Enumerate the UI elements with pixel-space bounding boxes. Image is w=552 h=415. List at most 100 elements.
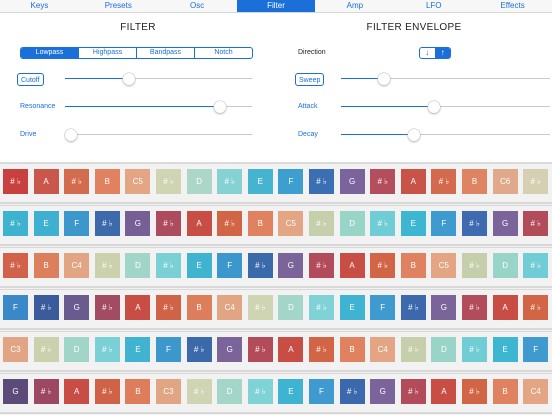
- note-key[interactable]: # ♭: [370, 211, 396, 236]
- note-key[interactable]: G: [125, 211, 151, 236]
- note-key[interactable]: D: [278, 295, 304, 320]
- note-key[interactable]: # ♭: [217, 169, 243, 194]
- note-key[interactable]: C5: [125, 169, 151, 194]
- note-key[interactable]: F: [309, 379, 334, 404]
- note-key[interactable]: E: [33, 211, 59, 236]
- note-key[interactable]: A: [33, 169, 59, 194]
- tab-filter[interactable]: Filter: [236, 0, 316, 12]
- note-key[interactable]: F: [370, 295, 396, 320]
- note-key[interactable]: D: [125, 253, 151, 278]
- note-key[interactable]: # ♭: [523, 169, 549, 194]
- note-key[interactable]: C4: [523, 379, 549, 404]
- note-key[interactable]: E: [339, 295, 365, 320]
- tab-osc[interactable]: Osc: [190, 1, 205, 10]
- direction-up-icon[interactable]: ↑: [434, 48, 450, 58]
- note-key[interactable]: # ♭: [523, 253, 549, 278]
- cutoff-slider[interactable]: [65, 73, 252, 85]
- note-key[interactable]: # ♭: [309, 253, 334, 278]
- note-key[interactable]: F: [431, 211, 457, 236]
- note-key[interactable]: G: [431, 295, 457, 320]
- note-key[interactable]: D: [217, 379, 243, 404]
- note-key[interactable]: B: [339, 337, 365, 362]
- note-key[interactable]: # ♭: [186, 379, 212, 404]
- note-key[interactable]: # ♭: [156, 253, 181, 278]
- note-key[interactable]: # ♭: [309, 169, 334, 194]
- direction-down-icon[interactable]: ↓: [425, 48, 430, 57]
- note-key[interactable]: # ♭: [431, 169, 457, 194]
- note-key[interactable]: G: [217, 337, 243, 362]
- note-key[interactable]: # ♭: [462, 379, 487, 404]
- note-key[interactable]: C3: [156, 379, 181, 404]
- note-key[interactable]: C4: [217, 295, 243, 320]
- note-key[interactable]: # ♭: [339, 379, 365, 404]
- note-key[interactable]: # ♭: [33, 337, 59, 362]
- note-key[interactable]: C4: [370, 337, 396, 362]
- note-key[interactable]: D: [492, 253, 518, 278]
- resonance-slider-thumb[interactable]: [213, 101, 226, 113]
- note-key[interactable]: G: [64, 295, 90, 320]
- note-key[interactable]: # ♭: [462, 295, 487, 320]
- note-key[interactable]: B: [400, 253, 426, 278]
- tab-amp[interactable]: Amp: [346, 1, 364, 10]
- note-key[interactable]: # ♭: [156, 169, 181, 194]
- note-key[interactable]: # ♭: [3, 253, 28, 278]
- note-key[interactable]: D: [64, 337, 90, 362]
- note-key[interactable]: # ♭: [370, 169, 396, 194]
- note-key[interactable]: # ♭: [309, 211, 334, 236]
- note-key[interactable]: # ♭: [3, 211, 28, 236]
- note-key[interactable]: C3: [3, 337, 28, 362]
- note-key[interactable]: # ♭: [400, 295, 426, 320]
- note-key[interactable]: G: [492, 211, 518, 236]
- note-key[interactable]: # ♭: [156, 211, 181, 236]
- note-key[interactable]: # ♭: [309, 337, 334, 362]
- note-key[interactable]: # ♭: [217, 211, 243, 236]
- note-key[interactable]: D: [339, 211, 365, 236]
- note-key[interactable]: # ♭: [462, 211, 487, 236]
- note-key[interactable]: # ♭: [400, 379, 426, 404]
- note-key[interactable]: A: [431, 379, 457, 404]
- note-key[interactable]: F: [3, 295, 28, 320]
- note-key[interactable]: D: [186, 169, 212, 194]
- note-key[interactable]: # ♭: [400, 337, 426, 362]
- note-key[interactable]: # ♭: [94, 211, 120, 236]
- attack-slider-thumb[interactable]: [427, 101, 440, 113]
- note-key[interactable]: E: [186, 253, 212, 278]
- note-key[interactable]: E: [125, 337, 151, 362]
- tab-effects[interactable]: Effects: [500, 1, 525, 10]
- note-key[interactable]: A: [278, 337, 304, 362]
- note-key[interactable]: F: [156, 337, 181, 362]
- note-key[interactable]: F: [217, 253, 243, 278]
- note-key[interactable]: B: [492, 379, 518, 404]
- note-key[interactable]: G: [3, 379, 28, 404]
- note-key[interactable]: A: [125, 295, 151, 320]
- note-key[interactable]: # ♭: [3, 169, 28, 194]
- decay-slider[interactable]: [341, 129, 550, 141]
- note-key[interactable]: G: [339, 169, 365, 194]
- note-key[interactable]: # ♭: [523, 211, 549, 236]
- note-key[interactable]: F: [523, 337, 549, 362]
- tab-lfo[interactable]: LFO: [425, 1, 442, 10]
- note-key[interactable]: C5: [278, 211, 304, 236]
- note-key[interactable]: A: [186, 211, 212, 236]
- filter-type-notch[interactable]: Notch: [194, 48, 252, 58]
- drive-slider[interactable]: [65, 129, 252, 141]
- note-key[interactable]: C5: [431, 253, 457, 278]
- note-key[interactable]: # ♭: [64, 169, 90, 194]
- tab-keys[interactable]: Keys: [30, 1, 49, 10]
- note-key[interactable]: G: [370, 379, 396, 404]
- note-key[interactable]: B: [247, 211, 273, 236]
- note-key[interactable]: A: [339, 253, 365, 278]
- note-key[interactable]: C6: [492, 169, 518, 194]
- tab-presets[interactable]: Presets: [104, 1, 132, 10]
- note-key[interactable]: B: [462, 169, 487, 194]
- note-key[interactable]: # ♭: [247, 379, 273, 404]
- drive-slider-thumb[interactable]: [65, 129, 77, 141]
- note-key[interactable]: # ♭: [94, 295, 120, 320]
- note-key[interactable]: # ♭: [462, 253, 487, 278]
- filter-type-bandpass[interactable]: Bandpass: [136, 48, 194, 58]
- note-key[interactable]: E: [400, 211, 426, 236]
- sweep-slider[interactable]: [341, 73, 550, 85]
- note-key[interactable]: F: [278, 169, 304, 194]
- note-key[interactable]: # ♭: [33, 295, 59, 320]
- note-key[interactable]: # ♭: [94, 379, 120, 404]
